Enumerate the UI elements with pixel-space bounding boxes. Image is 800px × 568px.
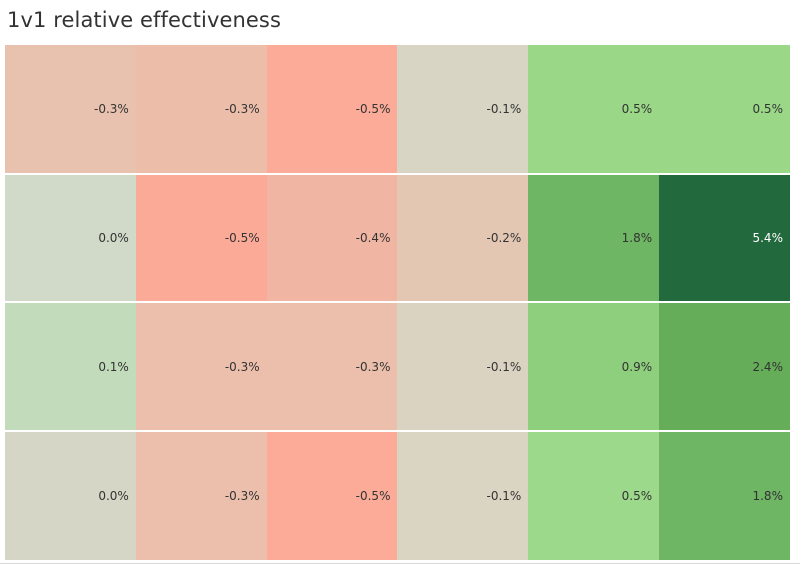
heatmap-cell[interactable]: 0.5% (528, 431, 660, 560)
heatmap-cell[interactable]: -0.3% (135, 302, 267, 432)
heatmap-cell[interactable]: 0.5% (659, 45, 790, 174)
heatmap-cell[interactable]: 1.8% (528, 173, 660, 303)
cell-value-label: 0.0% (98, 488, 129, 503)
heatmap: -0.3% -0.3% -0.5% -0.1% 0.5% 0.5% 0.0% -0.5% -0.… (5, 45, 790, 560)
row-separator (5, 173, 790, 175)
cell-value-label: -0.5% (224, 231, 260, 246)
cell-value-label: 0.5% (621, 102, 653, 117)
heatmap-cell[interactable]: 0.1% (5, 302, 136, 432)
heatmap-cell[interactable]: 2.4% (659, 302, 790, 432)
heatmap-cell[interactable]: -0.1% (397, 302, 529, 432)
cell-value-label: 1.8% (621, 231, 653, 246)
cell-value-label: 1.8% (752, 488, 783, 503)
cell-value-label: -0.5% (355, 102, 391, 117)
heatmap-cell[interactable]: 0.0% (5, 431, 136, 560)
heatmap-cell[interactable]: -0.2% (397, 173, 529, 303)
heatmap-cell[interactable]: -0.3% (135, 431, 267, 560)
cell-value-label: 0.9% (621, 359, 653, 374)
row-separator (5, 301, 790, 303)
cell-value-label: -0.1% (486, 102, 522, 117)
cell-value-label: 5.4% (752, 231, 783, 246)
heatmap-cell[interactable]: -0.3% (5, 45, 136, 174)
heatmap-cell[interactable]: -0.1% (397, 431, 529, 560)
cell-value-label: 2.4% (752, 359, 783, 374)
heatmap-cell[interactable]: 0.5% (528, 45, 660, 174)
cell-value-label: 0.1% (98, 359, 129, 374)
heatmap-cell[interactable]: 5.4% (659, 173, 790, 303)
cell-value-label: -0.3% (224, 488, 260, 503)
heatmap-cell[interactable]: -0.3% (266, 302, 398, 432)
cell-value-label: -0.3% (224, 102, 260, 117)
heatmap-cell[interactable]: -0.5% (266, 431, 398, 560)
bottom-divider (0, 563, 800, 564)
heatmap-cell[interactable]: -0.5% (135, 173, 267, 303)
heatmap-cell[interactable]: -0.4% (266, 173, 398, 303)
heatmap-cell[interactable]: 0.9% (528, 302, 660, 432)
cell-value-label: -0.3% (94, 102, 129, 117)
heatmap-cell[interactable]: 1.8% (659, 431, 790, 560)
heatmap-cell[interactable]: -0.5% (266, 45, 398, 174)
chart-title: 1v1 relative effectiveness (7, 8, 282, 32)
cell-value-label: 0.0% (98, 231, 129, 246)
cell-value-label: 0.5% (752, 102, 783, 117)
heatmap-cell[interactable]: -0.3% (135, 45, 267, 174)
cell-value-label: -0.1% (486, 488, 522, 503)
cell-value-label: -0.3% (355, 359, 391, 374)
cell-value-label: -0.2% (486, 231, 522, 246)
cell-value-label: 0.5% (621, 488, 653, 503)
heatmap-cell[interactable]: -0.1% (397, 45, 529, 174)
row-separator (5, 430, 790, 432)
cell-value-label: -0.3% (224, 359, 260, 374)
heatmap-cell[interactable]: 0.0% (5, 173, 136, 303)
cell-value-label: -0.4% (355, 231, 391, 246)
cell-value-label: -0.1% (486, 359, 522, 374)
cell-value-label: -0.5% (355, 488, 391, 503)
